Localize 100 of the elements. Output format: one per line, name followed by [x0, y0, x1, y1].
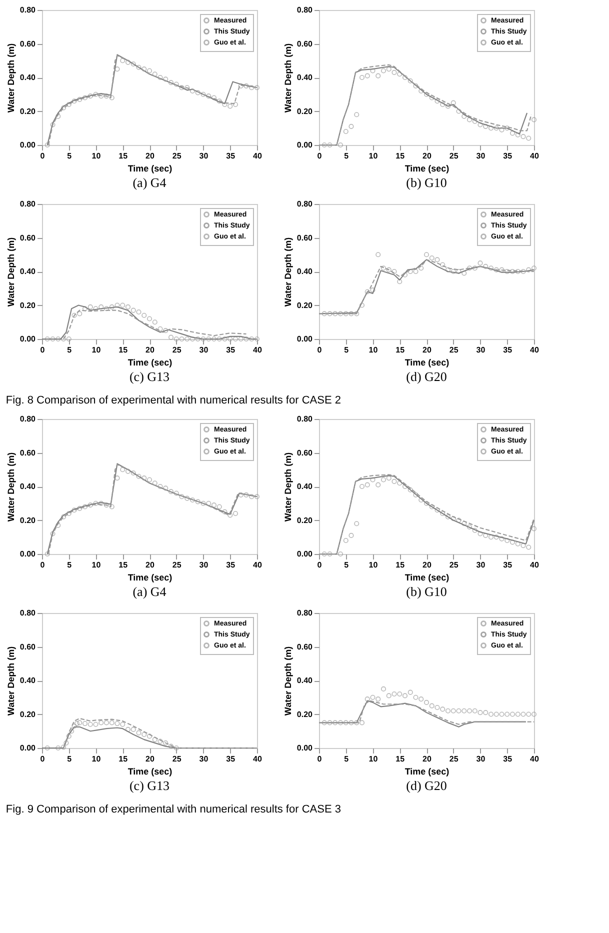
point	[200, 92, 206, 97]
point	[462, 708, 467, 714]
y-tick-label: 0.20	[20, 516, 36, 525]
point	[338, 720, 344, 726]
x-tick-label: 15	[396, 560, 406, 570]
point	[332, 720, 338, 726]
x-tick-label: 10	[368, 560, 378, 570]
point	[472, 528, 478, 533]
x-tick-label: 40	[530, 560, 540, 570]
y-tick-label: 0.40	[296, 676, 314, 685]
point	[488, 126, 494, 131]
y-tick-label: 0.20	[296, 300, 314, 310]
x-tick-label: 0	[317, 560, 322, 570]
x-tick-label: 25	[172, 346, 182, 354]
point	[499, 127, 504, 132]
point	[402, 693, 408, 698]
point	[60, 514, 66, 520]
point	[359, 484, 365, 490]
point	[413, 268, 418, 274]
y-tick-label: 0.60	[20, 39, 36, 48]
point	[488, 712, 494, 717]
point	[200, 500, 206, 506]
point	[222, 102, 228, 108]
point	[456, 268, 462, 274]
point	[354, 521, 360, 526]
point	[424, 700, 430, 705]
point	[354, 311, 360, 316]
point	[136, 64, 142, 70]
point	[56, 522, 61, 528]
x-tick-label: 40	[530, 346, 540, 354]
point	[238, 492, 244, 498]
point	[88, 722, 93, 727]
point	[222, 509, 228, 514]
point	[104, 94, 110, 99]
point	[440, 102, 446, 108]
point	[114, 721, 120, 726]
x-tick-label: 0	[40, 754, 46, 764]
point	[211, 336, 217, 342]
y-tick-label: 0.00	[296, 550, 314, 558]
point	[44, 745, 50, 751]
point	[445, 267, 451, 272]
x-tick-label: 25	[449, 152, 459, 160]
point	[445, 708, 451, 714]
point	[114, 476, 120, 481]
point	[50, 336, 56, 342]
point	[195, 499, 200, 504]
point	[483, 264, 488, 269]
point	[456, 708, 462, 714]
y-tick-label: 0.40	[20, 676, 36, 685]
point	[376, 696, 381, 702]
point	[322, 311, 327, 316]
point	[327, 142, 332, 148]
point	[370, 694, 376, 700]
point	[152, 72, 158, 77]
point	[190, 336, 196, 342]
x-tick-label: 30	[476, 152, 486, 160]
point	[238, 83, 244, 88]
x-axis-title: Time (sec)	[404, 164, 450, 174]
point	[376, 73, 381, 78]
point	[158, 326, 163, 332]
y-tick-label: 0.80	[20, 608, 36, 618]
point	[434, 257, 440, 262]
point	[142, 476, 147, 481]
point	[450, 708, 456, 714]
point	[109, 95, 114, 100]
point	[254, 336, 260, 342]
point	[510, 130, 516, 136]
x-tick-label: 20	[422, 754, 432, 764]
point	[152, 737, 158, 742]
point	[408, 78, 413, 84]
point	[66, 336, 72, 342]
point	[152, 480, 158, 486]
y-tick-label: 0.40	[20, 482, 36, 491]
point	[343, 720, 348, 726]
y-tick-label: 0.00	[296, 334, 314, 344]
point	[109, 304, 114, 310]
point	[206, 500, 212, 506]
text: (c) G13	[129, 369, 170, 384]
x-tick-label: 0	[40, 560, 46, 570]
x-axis-title: Time (sec)	[404, 572, 450, 582]
point	[93, 722, 98, 727]
point	[408, 690, 413, 695]
point	[72, 312, 77, 318]
x-tick-label: 35	[503, 560, 513, 570]
point	[483, 532, 488, 538]
point	[456, 108, 462, 114]
x-tick-label: 10	[368, 152, 378, 160]
point	[466, 524, 472, 530]
line-series	[318, 259, 535, 314]
x-tick-label: 10	[92, 754, 102, 764]
point	[494, 534, 499, 540]
point	[392, 268, 397, 274]
point	[114, 66, 120, 72]
y-tick-label: 0.60	[296, 233, 314, 242]
y-tick-label: 0.20	[20, 106, 36, 116]
point	[483, 710, 488, 716]
point	[499, 536, 504, 542]
text: (a) G4	[132, 584, 167, 599]
point	[174, 336, 179, 342]
y-tick-label: 0.00	[20, 550, 36, 558]
